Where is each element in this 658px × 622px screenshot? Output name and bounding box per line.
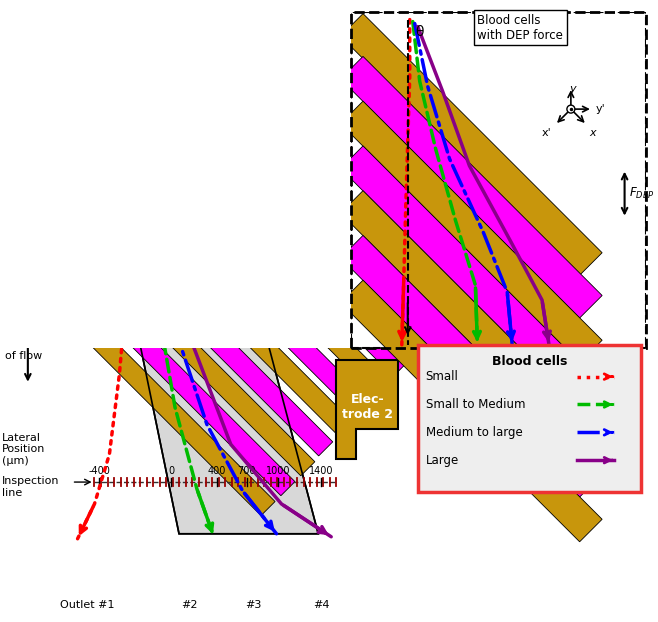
Polygon shape	[103, 149, 370, 416]
Text: y': y'	[595, 104, 605, 114]
Polygon shape	[222, 0, 286, 67]
Text: Large: Large	[426, 453, 459, 466]
Polygon shape	[336, 360, 398, 459]
FancyBboxPatch shape	[418, 345, 642, 492]
Bar	[97, 12, 155, 63]
Text: #2: #2	[181, 600, 197, 610]
Polygon shape	[28, 228, 295, 496]
Polygon shape	[160, 89, 427, 356]
Text: Blood cells
without DEP force: Blood cells without DEP force	[194, 215, 299, 243]
Bar	[0, 348, 655, 620]
Text: Outlet #1: Outlet #1	[61, 600, 114, 610]
Text: x: x	[589, 128, 595, 138]
Text: Buffer: Buffer	[213, 35, 257, 48]
Bar	[15, 17, 87, 67]
Text: Blood cells
with DEP force: Blood cells with DEP force	[478, 14, 563, 42]
Bar	[351, 12, 646, 348]
Text: #4: #4	[313, 600, 330, 610]
Text: $F_{DEP}$: $F_{DEP}$	[628, 186, 654, 201]
Text: Direction
of flow: Direction of flow	[5, 339, 55, 361]
Text: Lateral
Position
(μm): Lateral Position (μm)	[2, 433, 45, 466]
Polygon shape	[8, 248, 275, 516]
Bar	[119, 149, 177, 308]
Polygon shape	[157, 0, 221, 67]
Polygon shape	[140, 109, 407, 376]
Text: 400: 400	[208, 466, 226, 476]
Bar	[199, 17, 270, 67]
Text: Small: Small	[426, 370, 459, 383]
Text: θ: θ	[416, 24, 424, 39]
Text: Sample: Sample	[100, 31, 152, 44]
Bar	[0, 12, 351, 348]
Text: y: y	[570, 84, 576, 95]
Text: θ: θ	[143, 142, 151, 156]
Text: Elec-
trode 1: Elec- trode 1	[16, 226, 67, 254]
Text: 1400: 1400	[309, 466, 334, 476]
Text: 700: 700	[238, 466, 256, 476]
Text: Buffer: Buffer	[29, 35, 73, 48]
Bar	[0, 0, 655, 12]
Text: Inspection
line: Inspection line	[2, 476, 59, 498]
Polygon shape	[46, 0, 129, 67]
Polygon shape	[86, 169, 353, 436]
Polygon shape	[123, 129, 390, 396]
Polygon shape	[340, 57, 602, 318]
Polygon shape	[340, 280, 602, 542]
Polygon shape	[47, 208, 315, 476]
Bar	[351, 12, 646, 348]
Polygon shape	[66, 188, 333, 456]
Polygon shape	[340, 14, 602, 276]
Polygon shape	[340, 146, 602, 407]
Polygon shape	[88, 89, 318, 534]
Text: x': x'	[542, 128, 551, 138]
Text: #3: #3	[245, 600, 262, 610]
Bar	[351, 0, 646, 12]
Polygon shape	[340, 191, 602, 452]
Text: Blood cells: Blood cells	[492, 355, 567, 368]
Polygon shape	[340, 235, 602, 497]
Text: Medium to large: Medium to large	[426, 426, 522, 439]
Polygon shape	[290, 0, 353, 67]
Text: 1000: 1000	[266, 466, 291, 476]
Bar	[646, 12, 655, 348]
Text: -400: -400	[89, 466, 111, 476]
Polygon shape	[0, 161, 117, 330]
Text: Elec-
trode 2: Elec- trode 2	[342, 394, 393, 422]
Text: 0: 0	[168, 466, 174, 476]
Text: Small to Medium: Small to Medium	[426, 398, 525, 411]
Polygon shape	[340, 101, 602, 363]
Circle shape	[567, 105, 575, 113]
